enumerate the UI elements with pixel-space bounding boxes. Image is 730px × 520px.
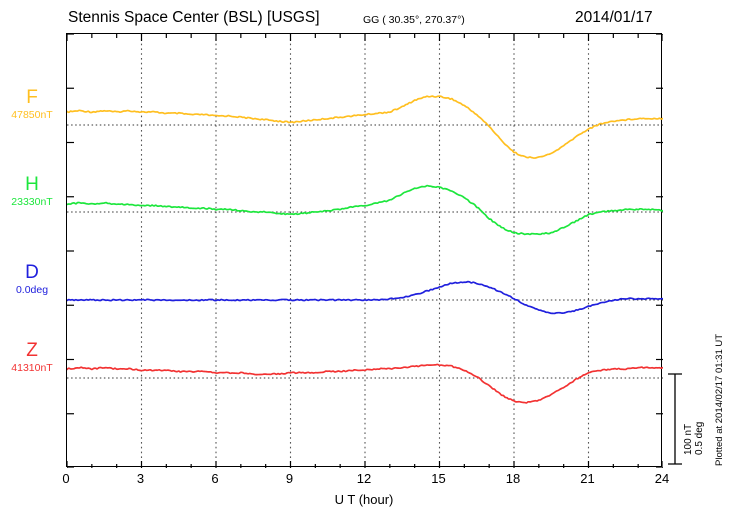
component-letter-h: H (25, 174, 39, 195)
scale-bar (668, 373, 682, 465)
x-tick-6: 6 (211, 471, 219, 486)
component-legend-f: F 47850nT (1, 88, 63, 122)
page-title: Stennis Space Center (BSL) [USGS] (68, 9, 320, 26)
component-baseline-d: 0.0deg (15, 284, 49, 296)
trace-z (67, 363, 663, 404)
gridlines (140, 34, 590, 468)
component-legend-d: D 0.0deg (1, 263, 63, 297)
scale-bar-nt-label: 100 nT (683, 423, 694, 455)
component-baseline-z: 41310nT (11, 362, 53, 374)
observation-date: 2014/01/17 (575, 9, 653, 26)
trace-h (67, 184, 663, 236)
magnetogram-svg (67, 34, 663, 468)
component-baseline-h: 23330nT (11, 196, 53, 208)
x-tick-21: 21 (580, 471, 595, 486)
scale-bar-deg-label: 0.5 deg (694, 421, 705, 455)
component-baseline-f: 47850nT (11, 109, 53, 121)
x-tick-0: 0 (62, 471, 70, 486)
geographic-coordinates: GG ( 30.35°, 270.37°) (363, 14, 465, 26)
component-letter-d: D (25, 262, 39, 283)
magnetogram-plot-area (66, 33, 663, 468)
x-tick-9: 9 (285, 471, 294, 486)
axis-ticks (67, 34, 663, 468)
x-tick-15: 15 (431, 471, 446, 486)
component-letter-z: Z (26, 340, 38, 361)
x-axis-title: U T (hour) (334, 492, 394, 507)
component-letter-f: F (26, 87, 38, 108)
x-tick-24: 24 (654, 471, 670, 486)
x-tick-18: 18 (505, 471, 521, 486)
x-tick-3: 3 (136, 471, 145, 486)
trace-f (67, 95, 663, 159)
x-tick-12: 12 (356, 471, 372, 486)
component-legend-h: H 23330nT (1, 175, 63, 209)
trace-d (67, 280, 663, 315)
trace-lines (67, 95, 663, 404)
plotted-at-timestamp: Plotted at 2014/02/17 01:31 UT (714, 333, 725, 466)
component-legend-z: Z 41310nT (1, 341, 63, 375)
